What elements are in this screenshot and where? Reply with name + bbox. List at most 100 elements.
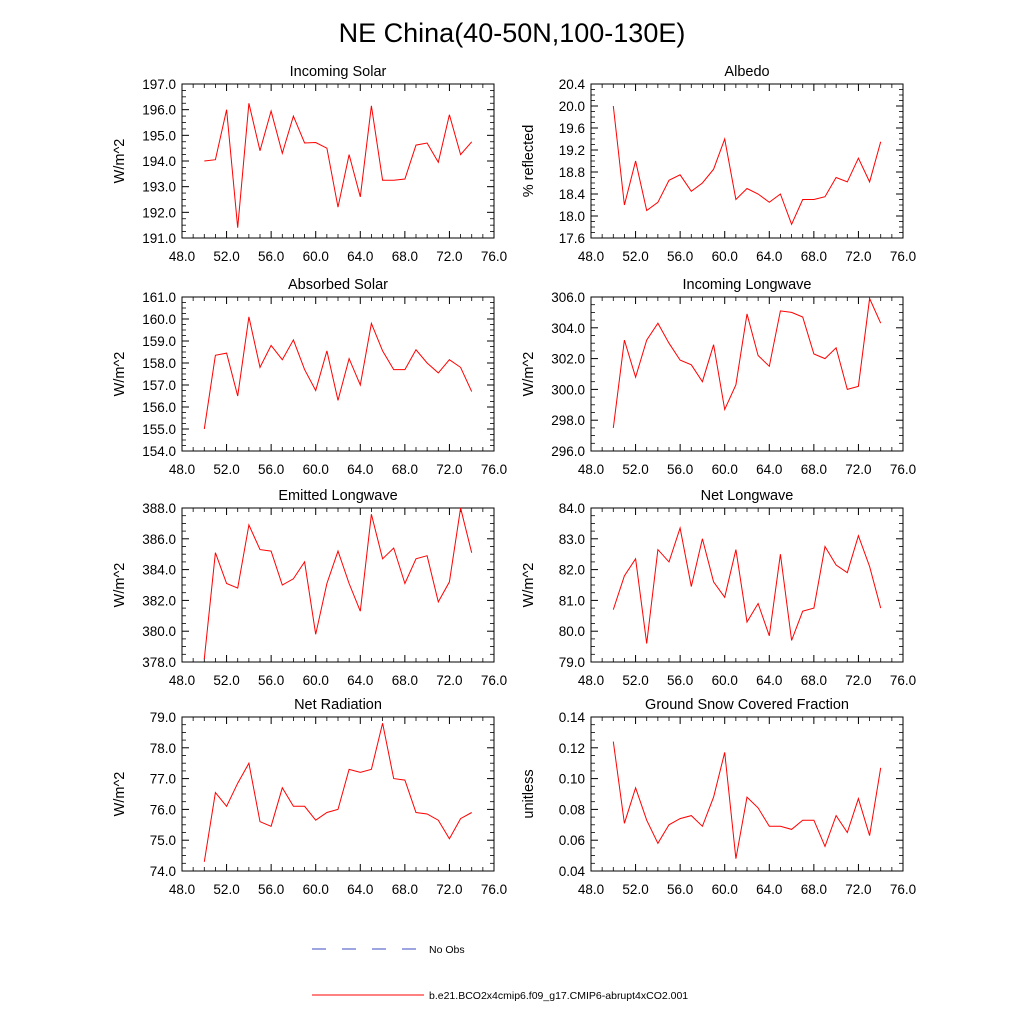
y-tick-label: 0.06 — [559, 833, 585, 848]
x-tick-label: 72.0 — [845, 249, 871, 264]
series-line-model — [612, 105, 882, 226]
x-tick-label: 72.0 — [436, 462, 462, 477]
x-tick-label: 56.0 — [667, 462, 693, 477]
x-tick-label: 68.0 — [801, 882, 827, 897]
x-tick-label: 52.0 — [622, 462, 648, 477]
panel-title: Net Longwave — [701, 488, 794, 504]
series-line-model — [203, 507, 473, 659]
y-tick-label: 191.0 — [142, 231, 176, 246]
y-tick-label: 0.12 — [559, 741, 585, 756]
x-tick-label: 68.0 — [392, 462, 418, 477]
panel-title: Incoming Solar — [290, 64, 387, 80]
x-tick-label: 56.0 — [258, 882, 284, 897]
series-line-model — [612, 741, 882, 859]
x-tick-label: 76.0 — [481, 882, 507, 897]
y-tick-label: 74.0 — [150, 864, 176, 879]
x-tick-label: 72.0 — [845, 462, 871, 477]
x-tick-label: 72.0 — [845, 882, 871, 897]
series-line-model — [612, 296, 882, 428]
x-tick-label: 76.0 — [890, 249, 916, 264]
y-tick-label: 82.0 — [559, 563, 585, 578]
x-tick-label: 68.0 — [392, 249, 418, 264]
series-line-model — [204, 103, 473, 228]
x-tick-label: 76.0 — [890, 673, 916, 688]
x-tick-label: 52.0 — [622, 673, 648, 688]
x-tick-label: 76.0 — [481, 673, 507, 688]
y-tick-label: 302.0 — [551, 352, 585, 367]
x-tick-label: 64.0 — [756, 249, 782, 264]
x-tick-label: 56.0 — [667, 673, 693, 688]
y-tick-label: 78.0 — [150, 741, 176, 756]
y-axis-label: % reflected — [521, 125, 537, 198]
figure-title: NE China(40-50N,100-130E) — [339, 18, 686, 48]
x-tick-label: 48.0 — [578, 882, 604, 897]
x-tick-label: 72.0 — [436, 882, 462, 897]
y-tick-label: 75.0 — [150, 833, 176, 848]
y-tick-label: 384.0 — [142, 563, 176, 578]
panel-title: Incoming Longwave — [683, 277, 812, 293]
x-tick-label: 56.0 — [667, 249, 693, 264]
chart-panel-emitted-longwave: Emitted Longwave W/m^2 48.0 52.0 56.0 60.0 64.… — [112, 488, 507, 688]
y-tick-label: 19.6 — [559, 121, 585, 136]
chart-panel-incoming-solar: Incoming Solar W/m^2 48.0 52.0 56.0 60.0 64.0 6… — [112, 64, 507, 264]
y-tick-label: 76.0 — [150, 802, 176, 817]
y-tick-label: 20.0 — [559, 99, 585, 114]
y-tick-label: 298.0 — [551, 413, 585, 428]
y-tick-label: 154.0 — [142, 444, 176, 459]
x-tick-label: 64.0 — [756, 462, 782, 477]
plot-frame — [181, 83, 495, 239]
x-tick-label: 64.0 — [347, 673, 373, 688]
y-tick-label: 79.0 — [559, 655, 585, 670]
y-tick-label: 20.4 — [559, 77, 586, 92]
plot-frame — [590, 83, 904, 239]
x-tick-label: 68.0 — [392, 882, 418, 897]
legend-model-label: b.e21.BCO2x4cmip6.f09_g17.CMIP6-abrupt4x… — [429, 990, 688, 1002]
x-tick-label: 60.0 — [712, 249, 738, 264]
y-tick-label: 304.0 — [551, 321, 585, 336]
x-tick-label: 56.0 — [667, 882, 693, 897]
chart-panel-net-radiation: Net Radiation W/m^2 48.0 52.0 56.0 60.0 64.0 68… — [112, 697, 507, 897]
x-tick-label: 76.0 — [890, 462, 916, 477]
y-tick-label: 0.08 — [559, 802, 585, 817]
y-tick-label: 157.0 — [142, 378, 176, 393]
panel-title: Net Radiation — [294, 697, 382, 713]
y-tick-label: 18.4 — [559, 187, 586, 202]
y-tick-label: 81.0 — [559, 593, 585, 608]
y-tick-label: 160.0 — [142, 312, 176, 327]
y-axis-label: W/m^2 — [112, 563, 128, 608]
y-tick-label: 0.14 — [559, 710, 586, 725]
x-tick-label: 68.0 — [801, 249, 827, 264]
x-tick-label: 64.0 — [756, 882, 782, 897]
panel-grid: Incoming Solar W/m^2 48.0 52.0 56.0 60.0 64.0 6… — [112, 64, 916, 897]
x-tick-label: 64.0 — [347, 249, 373, 264]
x-tick-label: 72.0 — [845, 673, 871, 688]
y-tick-label: 388.0 — [142, 501, 176, 516]
x-tick-label: 56.0 — [258, 462, 284, 477]
x-tick-label: 48.0 — [169, 673, 195, 688]
x-tick-label: 48.0 — [578, 673, 604, 688]
y-tick-label: 197.0 — [142, 77, 176, 92]
y-tick-label: 18.0 — [559, 209, 585, 224]
x-tick-label: 64.0 — [756, 673, 782, 688]
y-tick-label: 84.0 — [559, 501, 585, 516]
y-tick-label: 159.0 — [142, 334, 176, 349]
x-tick-label: 52.0 — [213, 249, 239, 264]
legend: No Obs b.e21.BCO2x4cmip6.f09_g17.CMIP6-a… — [312, 944, 688, 1002]
y-tick-label: 386.0 — [142, 532, 176, 547]
plot-frame — [181, 716, 495, 872]
x-tick-label: 68.0 — [392, 673, 418, 688]
x-tick-label: 76.0 — [890, 882, 916, 897]
panel-title: Emitted Longwave — [278, 488, 397, 504]
chart-panel-ground-snow-covered-fraction: Ground Snow Covered Fraction unitless 48.0… — [521, 697, 916, 897]
chart-panel-net-longwave: Net Longwave W/m^2 48.0 52.0 56.0 60.0 64.0 68.… — [521, 488, 916, 688]
y-tick-label: 156.0 — [142, 400, 176, 415]
y-axis-label: W/m^2 — [112, 772, 128, 817]
series-line-model — [203, 316, 473, 430]
x-tick-label: 72.0 — [436, 249, 462, 264]
chart-panel-albedo: Albedo % reflected 48.0 52.0 56.0 60.0 64.0 68.… — [521, 64, 916, 264]
y-tick-label: 194.0 — [142, 154, 176, 169]
x-tick-label: 76.0 — [481, 462, 507, 477]
y-tick-label: 158.0 — [142, 356, 176, 371]
y-tick-label: 80.0 — [559, 624, 585, 639]
